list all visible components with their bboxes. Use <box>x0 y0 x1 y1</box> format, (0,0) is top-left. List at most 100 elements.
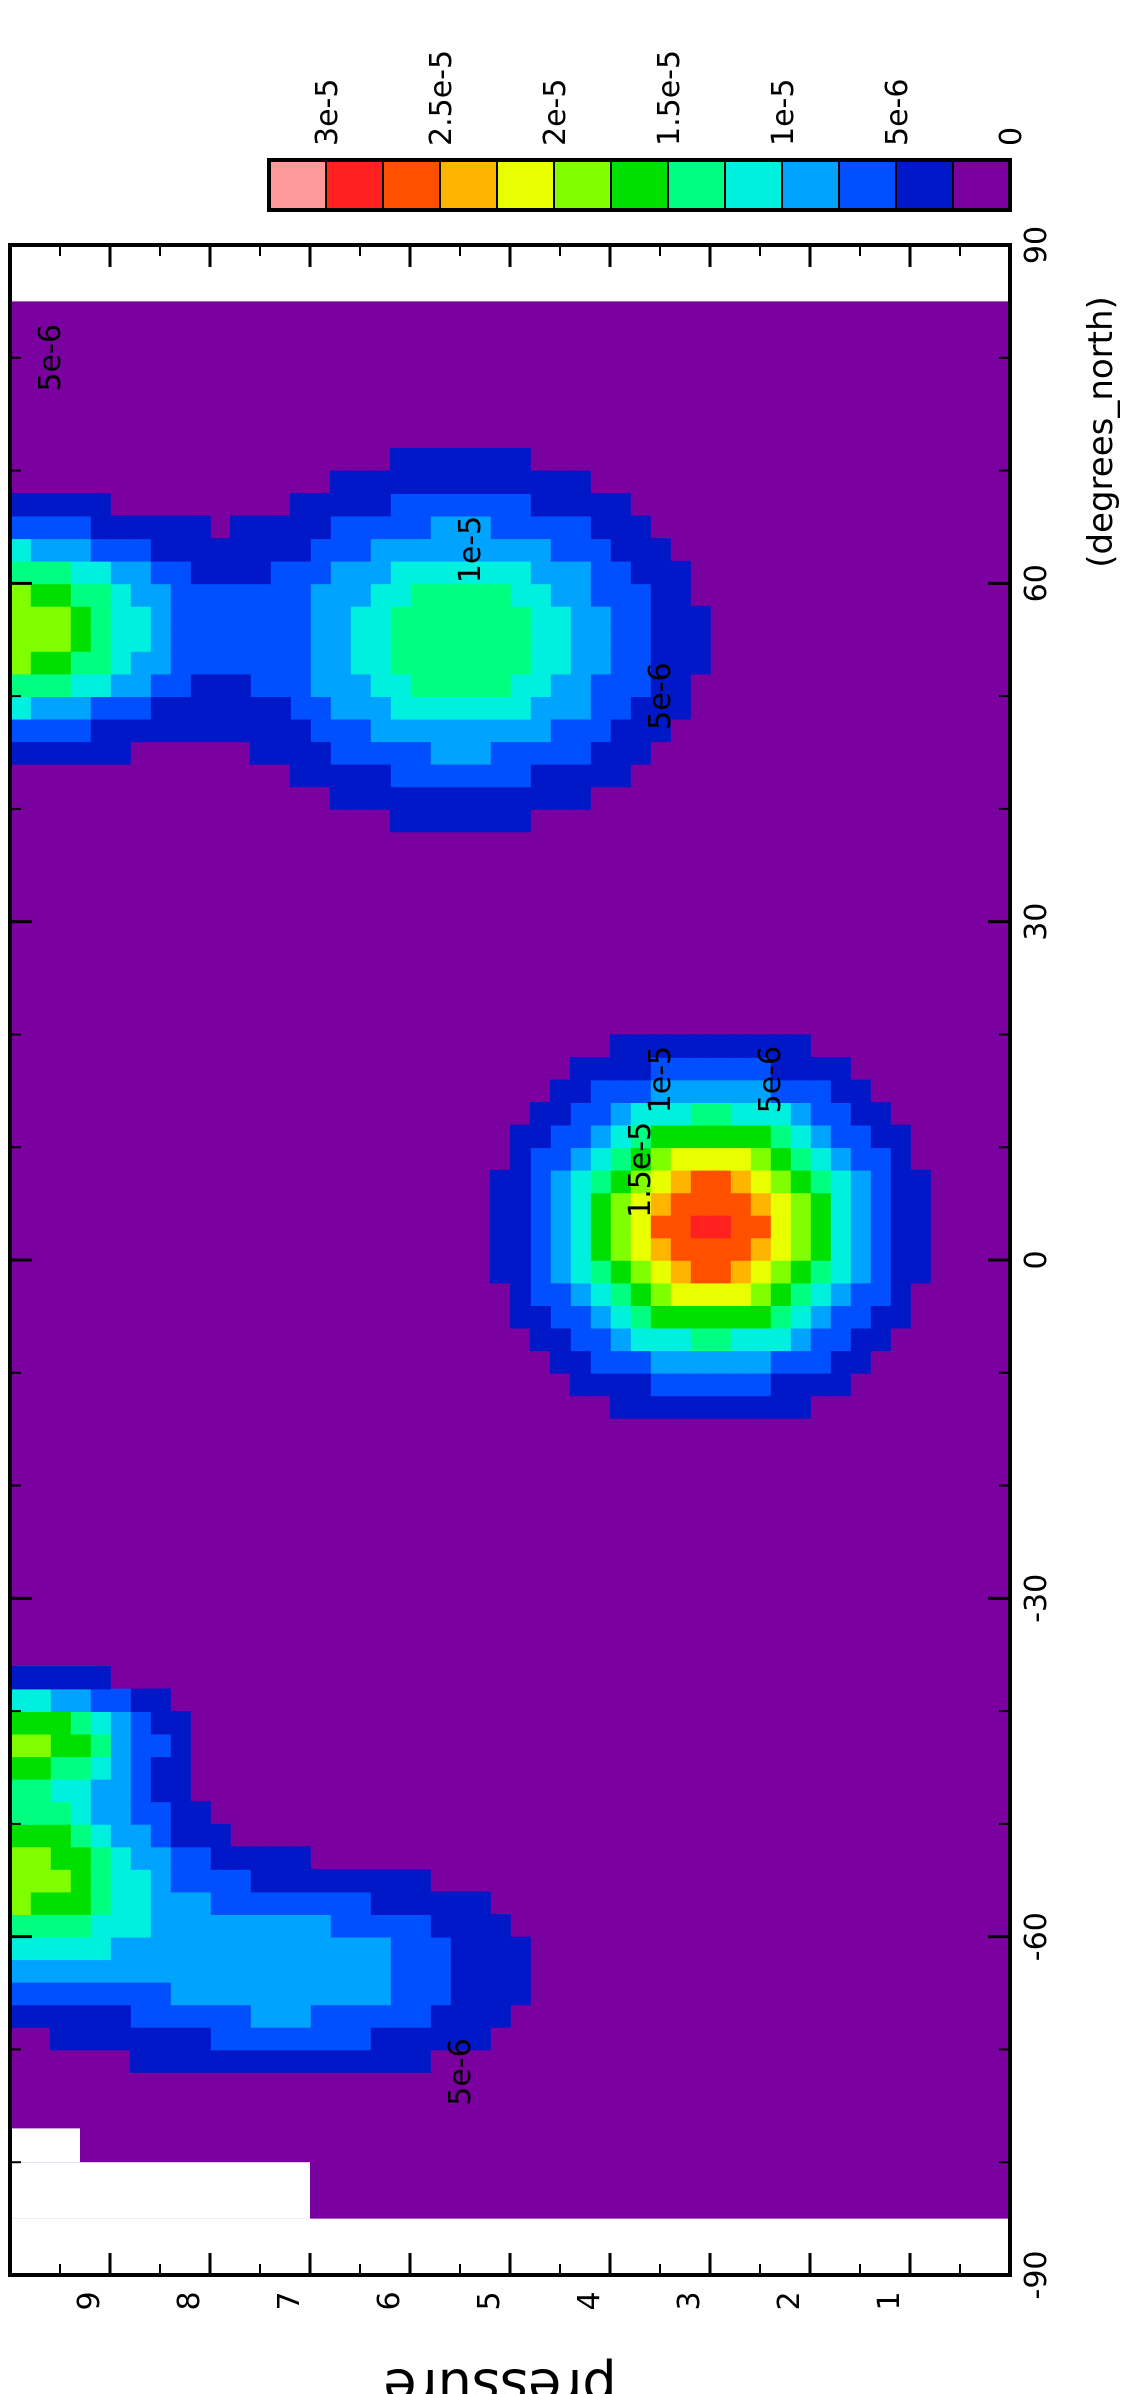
contour-cell <box>390 1936 411 1961</box>
contour-cell <box>70 1756 91 1780</box>
y-tick-label: 10 <box>0 2282 7 2320</box>
contour-cell <box>630 1124 651 1149</box>
contour-cell <box>550 1124 571 1149</box>
contour-cell <box>330 560 351 585</box>
contour-cell <box>370 651 391 675</box>
contour-cell <box>470 741 491 765</box>
contour-cell <box>270 605 291 630</box>
contour-cell <box>110 1801 131 1825</box>
contour-cell <box>150 1959 171 1983</box>
contour-cell <box>50 1914 71 1938</box>
contour-cell <box>770 1214 791 1239</box>
contour-cell <box>190 605 211 630</box>
contour-cell <box>430 651 451 675</box>
contour-cell <box>470 696 491 720</box>
contour-cell <box>170 560 191 585</box>
contour-cell <box>530 1102 551 1126</box>
contour-cell <box>850 1147 871 1171</box>
colorbar-swatch <box>325 159 384 211</box>
contour-cell <box>570 1124 591 1149</box>
contour-cell <box>690 1034 711 1058</box>
contour-cell <box>90 605 111 630</box>
colorbar-swatch <box>895 159 954 211</box>
contour-cell <box>830 1147 851 1171</box>
contour-cell <box>190 538 211 562</box>
contour-cell <box>130 1688 151 1712</box>
contour-cell <box>510 1305 531 1329</box>
contour-cell <box>190 718 211 743</box>
contour-cell <box>350 2004 371 2028</box>
contour-cell <box>610 1372 631 1397</box>
contour-cell <box>510 673 531 697</box>
contour-cell <box>330 515 351 540</box>
contour-cell <box>650 1350 671 1374</box>
contour-cell <box>530 538 551 562</box>
contour-cell <box>790 1192 811 1216</box>
contour-cell <box>390 2004 411 2028</box>
contour-cell <box>90 1733 111 1758</box>
contour-cell <box>210 696 231 720</box>
contour-cell <box>170 1778 191 1803</box>
contour-cell <box>610 538 631 562</box>
contour-cell <box>230 673 251 697</box>
contour-cell <box>770 1372 791 1397</box>
contour-cell <box>90 1914 111 1938</box>
contour-cell <box>430 448 451 472</box>
contour-cell <box>550 1147 571 1171</box>
contour-cell <box>210 1981 231 2006</box>
contour-cell <box>550 628 571 652</box>
contour-cell <box>310 673 331 697</box>
contour-cell <box>790 1327 811 1352</box>
contour-cell <box>870 1192 891 1216</box>
contour-cell <box>510 448 531 472</box>
contour-cell <box>390 763 411 788</box>
contour-cell <box>390 1959 411 1983</box>
contour-cell <box>610 628 631 652</box>
contour-cell <box>610 1395 631 1419</box>
contour-cell <box>570 583 591 607</box>
contour-cell <box>350 718 371 743</box>
contour-cell <box>230 605 251 630</box>
contour-cell <box>730 1305 751 1329</box>
contour-cell <box>130 560 151 585</box>
contour-cell <box>430 1891 451 1915</box>
contour-cell <box>50 2026 71 2051</box>
contour-cell <box>530 763 551 788</box>
contour-cell <box>450 470 471 494</box>
colorbar-tick-label: 1e-5 <box>766 79 801 146</box>
contour-cell <box>210 1846 231 1870</box>
contour-cell <box>650 673 671 697</box>
contour-cell <box>210 673 231 697</box>
contour-cell <box>190 560 211 585</box>
contour-cell <box>410 1959 431 1983</box>
contour-cell <box>10 493 31 517</box>
contour-cell <box>610 515 631 540</box>
contour-cell <box>50 605 71 630</box>
contour-cell <box>390 1914 411 1938</box>
contour-cell <box>830 1237 851 1261</box>
contour-cell <box>770 1395 791 1419</box>
contour-cell <box>490 1981 511 2006</box>
contour-cell <box>850 1305 871 1329</box>
contour-cell <box>690 1079 711 1103</box>
contour-cell <box>290 1981 311 2006</box>
contour-cell <box>290 1891 311 1915</box>
contour-cell <box>470 1914 491 1938</box>
contour-cell <box>410 1914 431 1938</box>
contour-cell <box>750 1327 771 1352</box>
contour-cell <box>570 1350 591 1374</box>
contour-cell <box>230 651 251 675</box>
contour-label: 5e-6 <box>443 2038 478 2105</box>
contour-cell <box>110 628 131 652</box>
contour-cell <box>370 628 391 652</box>
contour-cell <box>830 1079 851 1103</box>
contour-cell <box>550 1214 571 1239</box>
contour-cell <box>90 2004 111 2028</box>
contour-cell <box>250 696 271 720</box>
contour-cell <box>770 1282 791 1306</box>
contour-cell <box>490 515 511 540</box>
contour-cell <box>570 718 591 743</box>
contour-cell <box>790 1260 811 1284</box>
contour-cell <box>730 1169 751 1194</box>
contour-cell <box>650 1102 671 1126</box>
